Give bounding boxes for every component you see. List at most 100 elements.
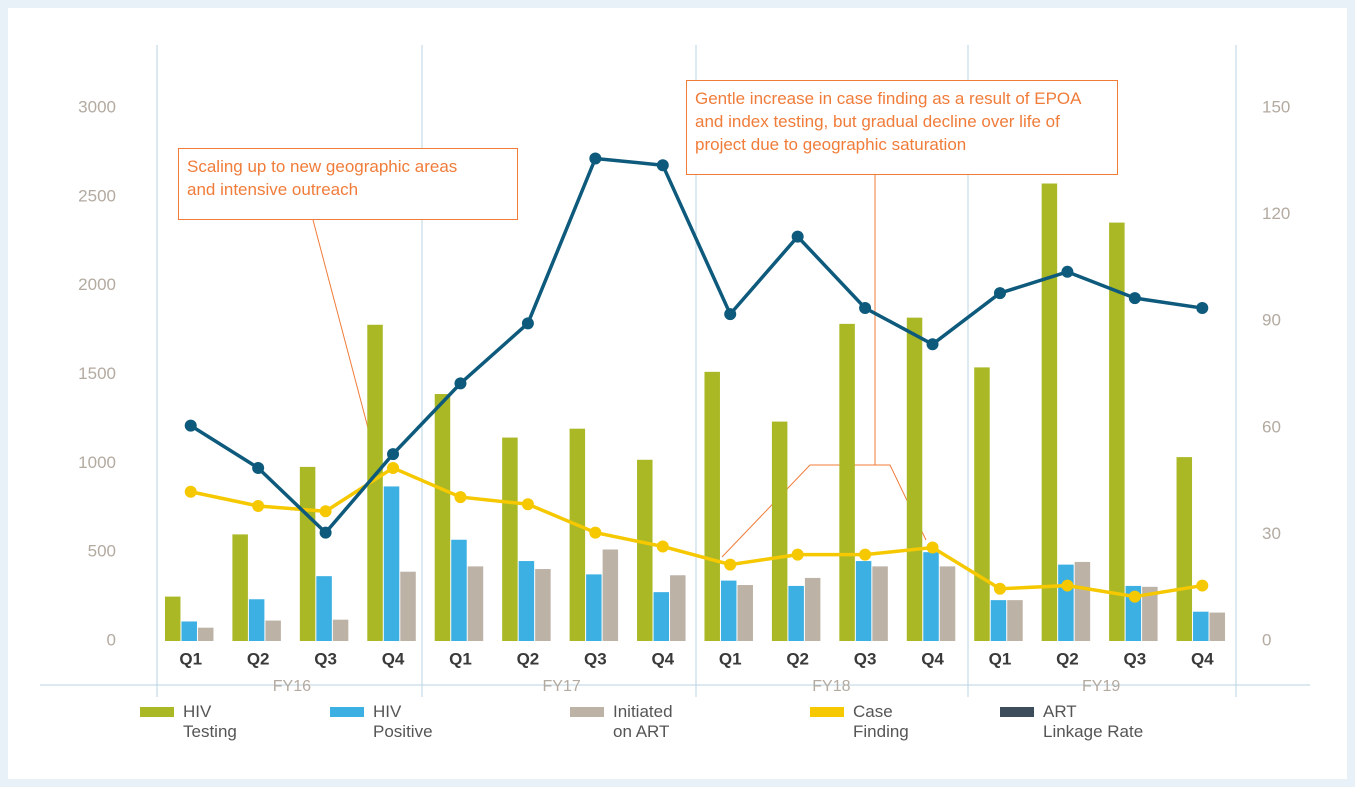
line-point — [1128, 590, 1141, 603]
bar — [990, 600, 1007, 641]
bar — [602, 549, 619, 641]
bar — [1142, 586, 1158, 641]
bar — [653, 592, 670, 641]
bar — [804, 577, 821, 641]
line-point — [387, 448, 400, 461]
x-tick-label: Q2 — [517, 649, 540, 668]
line — [189, 156, 1203, 536]
bar — [367, 324, 383, 641]
x-tick-label: Q4 — [921, 649, 944, 668]
y2-tick-label: 150 — [1262, 97, 1290, 116]
bar — [535, 569, 551, 641]
line-point — [319, 526, 332, 539]
x-tick-label: Q3 — [1124, 649, 1147, 668]
group-label: FY19 — [1082, 678, 1120, 695]
x-tick-label: Q3 — [314, 649, 337, 668]
line-point — [521, 317, 534, 330]
bar — [332, 619, 349, 641]
x-tick-label: Q4 — [651, 649, 674, 668]
line-point — [791, 548, 804, 561]
bar — [637, 459, 653, 641]
bar — [400, 571, 416, 641]
line-point — [184, 485, 197, 498]
x-tick-label: Q1 — [719, 649, 742, 668]
line-point — [1196, 579, 1209, 592]
bar — [1176, 457, 1193, 641]
line-point — [993, 287, 1006, 300]
bar — [586, 574, 602, 641]
bar — [939, 566, 956, 641]
bar — [906, 317, 923, 641]
bar — [872, 566, 888, 641]
bar — [1007, 600, 1023, 641]
bar — [704, 371, 720, 641]
line-point — [184, 419, 197, 432]
legend-label: Case Finding — [853, 702, 909, 741]
line-point — [926, 541, 939, 554]
bar — [451, 539, 467, 641]
annotation: Scaling up to new geographic areas and i… — [178, 148, 518, 220]
x-tick-label: Q1 — [179, 649, 202, 668]
line-point — [319, 505, 332, 518]
line-point — [724, 308, 737, 321]
bar — [855, 561, 872, 641]
bar — [1074, 561, 1091, 641]
line-point — [656, 159, 669, 172]
x-tick-label: Q1 — [989, 649, 1012, 668]
y-tick-label: 1000 — [78, 453, 116, 472]
line-point — [454, 377, 467, 390]
y-tick-label: 2000 — [78, 275, 116, 294]
line-point — [1128, 292, 1141, 305]
bar — [316, 576, 332, 641]
bar — [1209, 612, 1226, 641]
line-point — [791, 230, 804, 243]
bar — [670, 575, 686, 641]
bar — [788, 585, 804, 641]
line-point — [521, 498, 534, 511]
group-label: FY18 — [812, 678, 850, 695]
line-point — [589, 526, 602, 539]
legend-swatch — [810, 707, 844, 717]
y2-tick-label: 0 — [1262, 630, 1271, 649]
y-tick-label: 1500 — [78, 364, 116, 383]
y-tick-label: 500 — [88, 542, 116, 561]
bar — [518, 561, 535, 641]
line-point — [387, 461, 400, 474]
bar — [1041, 183, 1058, 641]
line-point — [252, 499, 265, 512]
x-tick-label: Q1 — [449, 649, 472, 668]
bar — [569, 428, 586, 641]
bar — [737, 585, 753, 641]
line-point — [724, 558, 737, 571]
y-tick-label: 0 — [107, 630, 116, 649]
bar — [181, 621, 197, 641]
group-label: FY17 — [543, 678, 581, 695]
legend-swatch — [330, 707, 364, 717]
bar — [383, 486, 400, 641]
x-tick-label: Q2 — [786, 649, 809, 668]
callout-lines — [312, 175, 927, 558]
bar — [720, 580, 737, 641]
x-tick-label: Q4 — [1191, 649, 1214, 668]
x-tick-label: Q4 — [382, 649, 405, 668]
legend-label: Initiated on ART — [613, 702, 673, 741]
line-point — [252, 461, 265, 474]
bar — [1109, 222, 1125, 641]
bar — [299, 466, 316, 641]
bar — [248, 599, 265, 641]
x-tick-label: Q2 — [1056, 649, 1079, 668]
legend-label: HIV Positive — [373, 702, 433, 741]
legend-swatch — [1000, 707, 1034, 717]
legend-swatch — [570, 707, 604, 717]
line-point — [1061, 579, 1074, 592]
line-point — [1061, 265, 1074, 278]
legend-swatch — [140, 707, 174, 717]
line-point — [589, 152, 602, 165]
bar — [265, 620, 281, 641]
x-tick-label: Q3 — [854, 649, 877, 668]
y-tick-label: 2500 — [78, 186, 116, 205]
line-point — [656, 540, 669, 553]
bar — [467, 566, 484, 641]
y2-tick-label: 60 — [1262, 417, 1281, 436]
bar — [771, 421, 788, 641]
